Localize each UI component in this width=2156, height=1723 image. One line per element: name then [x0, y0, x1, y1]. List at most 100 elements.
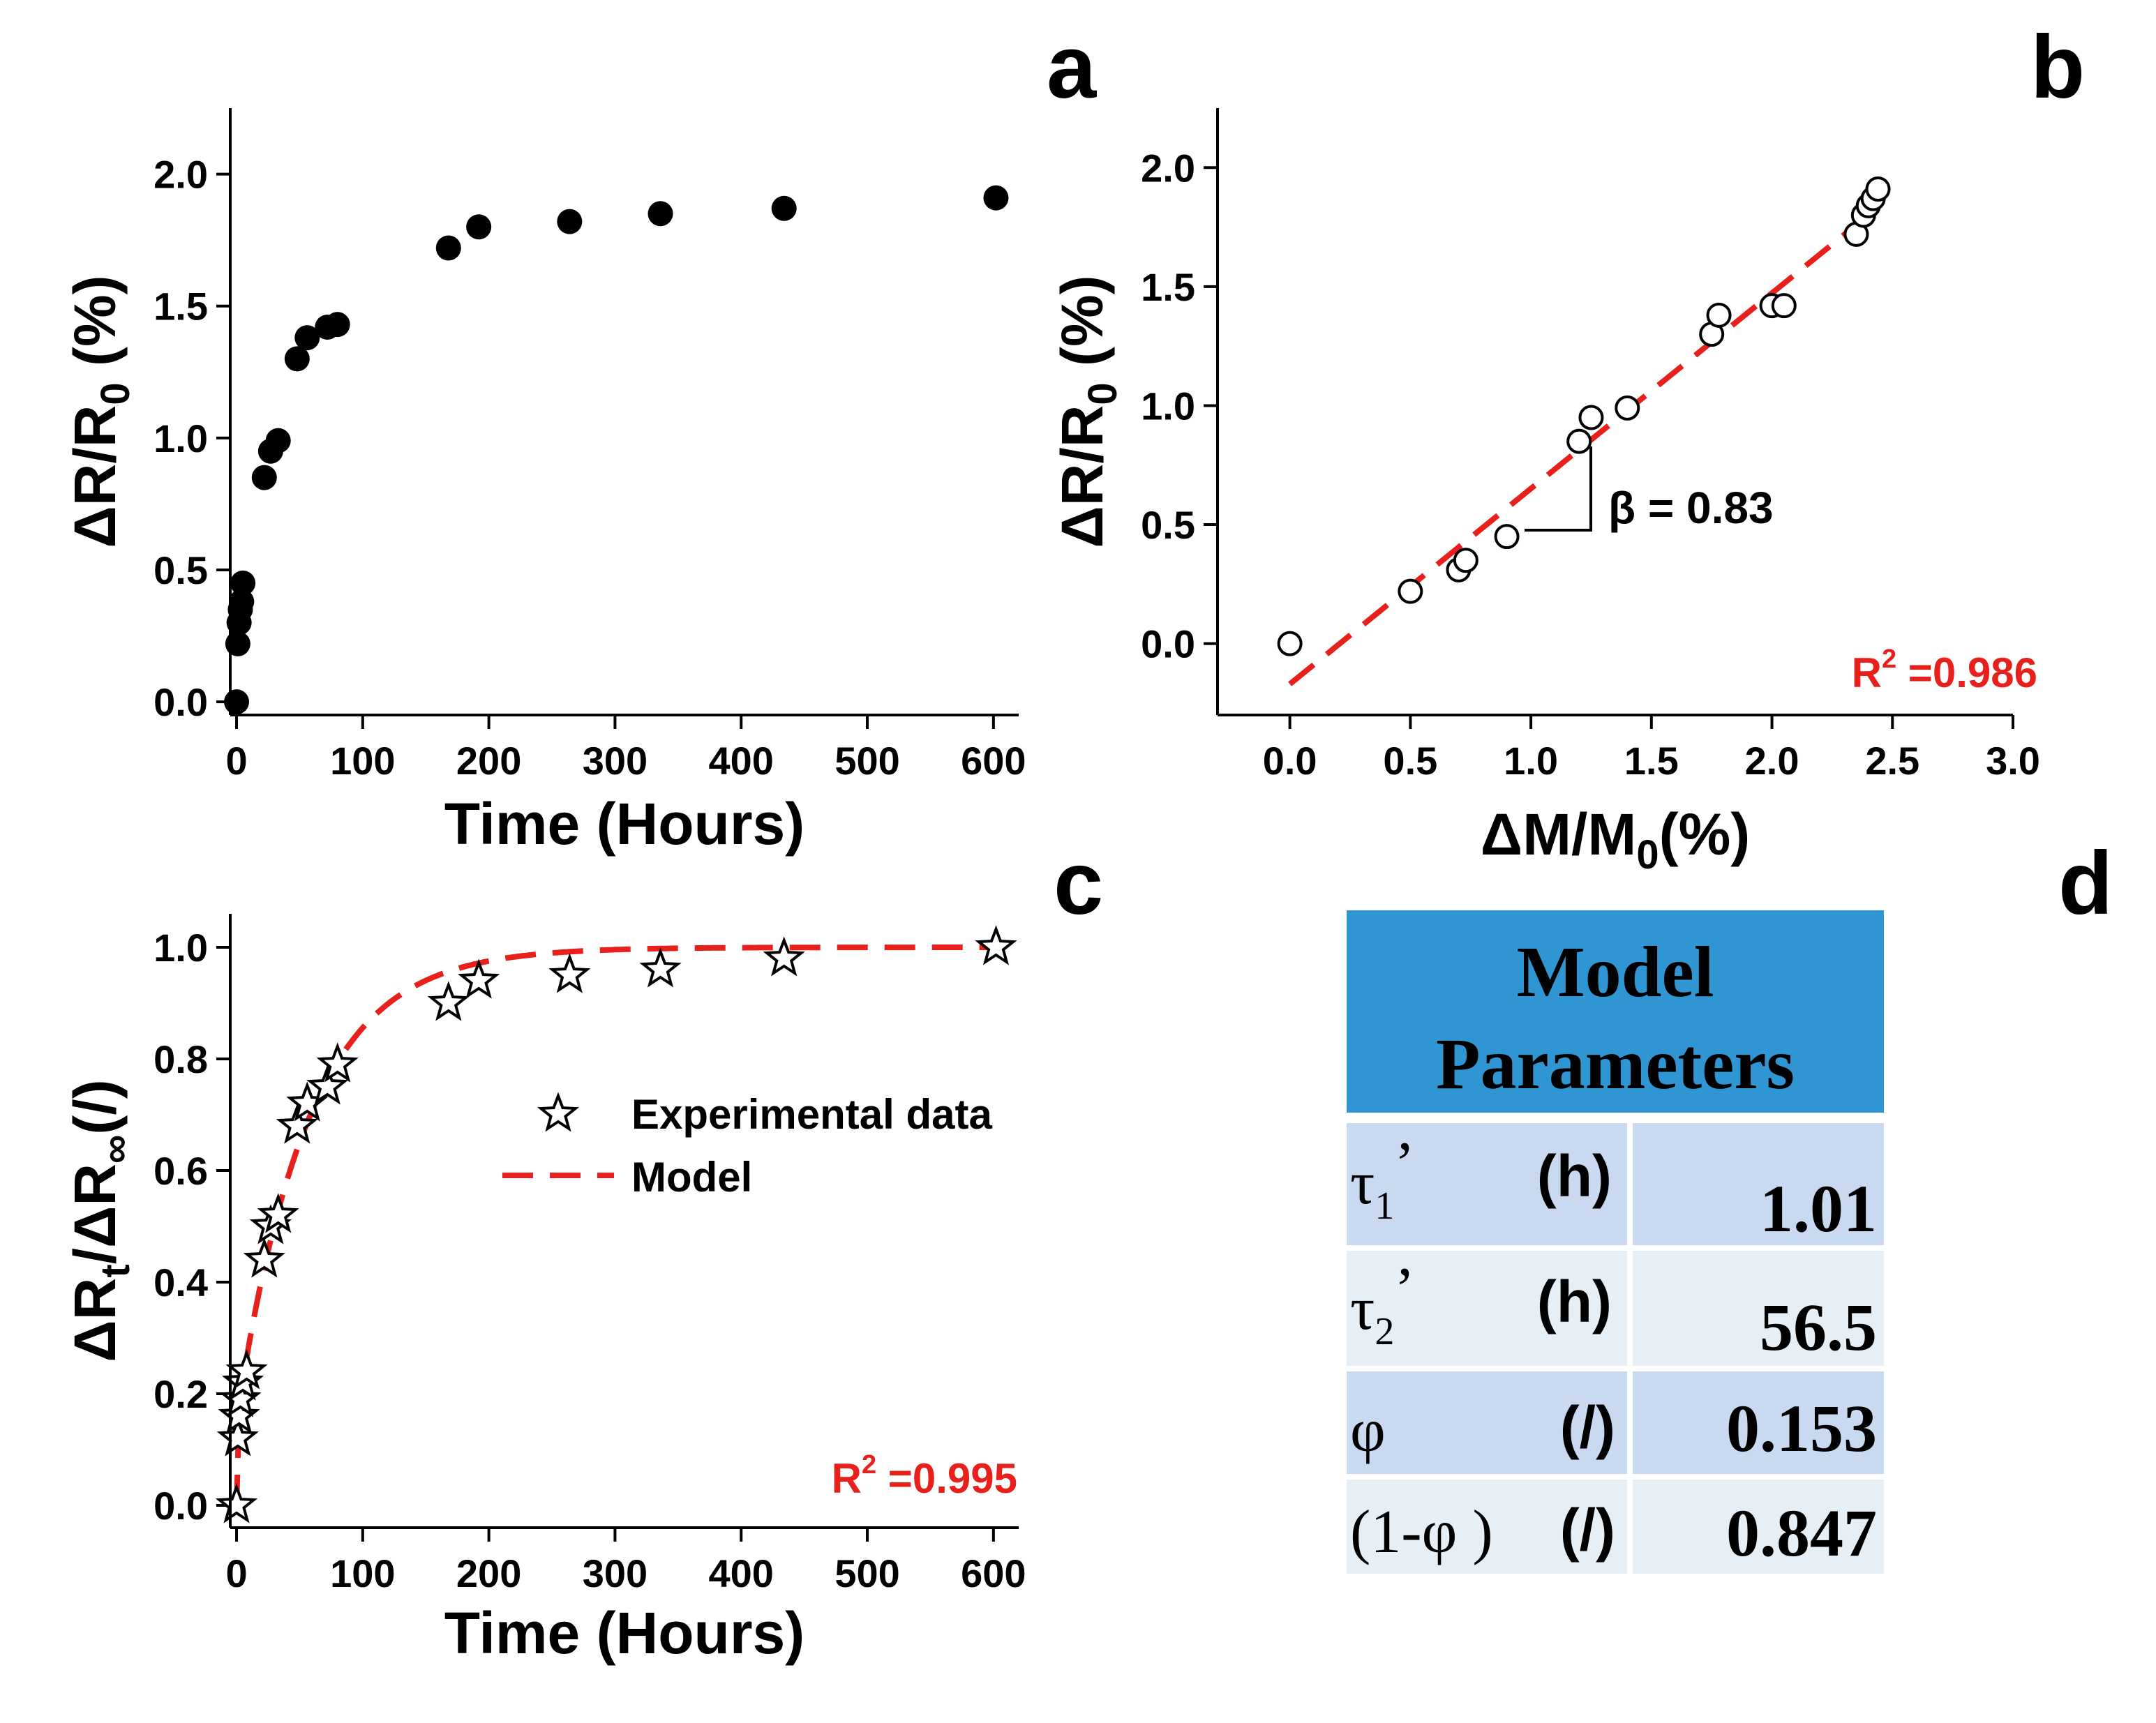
panel-b-y-tick-label: 2.0 — [1141, 146, 1195, 190]
beta-bracket — [1525, 446, 1592, 532]
panel-c-y-tick-label: 0.6 — [154, 1149, 208, 1193]
panel-b-x-tick-label: 2.0 — [1745, 739, 1799, 783]
panel-b-y-tick-label: 0.5 — [1141, 503, 1195, 547]
data-point — [215, 1483, 258, 1523]
data-point — [427, 981, 470, 1021]
data-point — [276, 1104, 318, 1144]
panel-c-r2: R2 =0.995 — [832, 1450, 1017, 1502]
panel-b-x-tick-label: 2.5 — [1865, 739, 1919, 783]
data-point — [557, 209, 583, 234]
panel-a-y-tick-label: 0.5 — [154, 548, 208, 592]
panel-c-x-tick-label: 400 — [709, 1551, 774, 1595]
data-point — [1566, 428, 1592, 454]
data-point — [257, 1193, 299, 1233]
panel-a-y-tick-label: 1.0 — [154, 416, 208, 460]
panel-b-y-title: ΔR/R0 (%) — [1049, 275, 1125, 548]
panel-c-x-tick-label: 100 — [330, 1551, 395, 1595]
panel-a: a 0 100 200 300 400 500 600 0.0 0.5 1.0 1.5 2.0 Tim… — [62, 17, 1097, 857]
table-row-4-left-bg — [1347, 1480, 1627, 1574]
panel-a-x-title: Time (Hours) — [444, 791, 805, 857]
data-point — [1398, 578, 1423, 604]
panel-a-x-tick-label: 200 — [456, 739, 521, 783]
panel-d: d Model Parameters τ1’ (h) 1.01 τ2’ (h) … — [1347, 834, 2113, 1574]
data-point — [316, 1042, 359, 1083]
panel-c-ticks: 0 100 200 300 400 500 600 0.0 0.2 0.4 0.6 0.8 1.0 — [154, 926, 1026, 1595]
legend-label-experimental: Experimental data — [631, 1091, 992, 1138]
panel-a-y-tick-label: 1.5 — [154, 285, 208, 329]
panel-a-y-title: ΔR/R0 (%) — [62, 275, 138, 548]
panel-a-y-tick-label: 2.0 — [154, 153, 208, 197]
row-2-unit: (h) — [1537, 1269, 1612, 1334]
panel-c-x-tick-label: 600 — [961, 1551, 1026, 1595]
panel-letter-a: a — [1047, 17, 1097, 117]
panel-a-x-tick-label: 600 — [961, 739, 1026, 783]
table-row: τ2’ (h) 56.5 — [1347, 1251, 1884, 1366]
row-1-value: 1.01 — [1760, 1171, 1877, 1246]
data-point — [1615, 395, 1640, 421]
panel-b-ticks: 0.0 0.5 1.0 1.5 2.0 2.5 3.0 0.0 0.5 1.0 1.5 2.0 — [1141, 146, 2040, 783]
table-row-1-right-bg — [1633, 1123, 1884, 1245]
panel-a-x-tick-label: 400 — [709, 739, 774, 783]
panel-c-y-tick-label: 0.2 — [154, 1372, 208, 1416]
data-point — [230, 570, 256, 596]
data-point — [1578, 405, 1604, 430]
panel-c-x-title: Time (Hours) — [444, 1600, 805, 1666]
panel-b-x-tick-label: 3.0 — [1986, 739, 2040, 783]
panel-a-x-tick-label: 0 — [225, 739, 247, 783]
panel-c-x-tick-label: 0 — [225, 1551, 247, 1595]
data-point — [1771, 293, 1797, 319]
data-point — [251, 465, 277, 490]
panel-c-y-tick-label: 0.0 — [154, 1484, 208, 1528]
panel-b-x-tick-label: 1.5 — [1624, 739, 1679, 783]
panel-c: c 0 100 200 300 400 500 6000.00.20.40.60.81.0 … — [62, 834, 1103, 1666]
panel-c-x-tick-label: 300 — [583, 1551, 647, 1595]
data-point — [771, 195, 797, 221]
row-4-symbol: (1-φ ) — [1350, 1498, 1493, 1566]
table-row: (1-φ ) (/) 0.847 — [1347, 1480, 1884, 1574]
data-point — [763, 936, 805, 977]
panel-b-fit-line — [1288, 223, 1858, 686]
panel-b-markers — [1277, 176, 1891, 656]
data-point — [983, 185, 1009, 211]
panel-letter-d: d — [2058, 834, 2113, 933]
model-curve — [234, 945, 996, 1506]
panel-c-markers — [215, 925, 1017, 1523]
panel-c-model-curve — [234, 945, 996, 1506]
data-point — [548, 953, 591, 993]
table-row-3-left-bg — [1347, 1371, 1627, 1474]
row-3-value: 0.153 — [1726, 1391, 1877, 1466]
table-row-1-left-bg — [1347, 1123, 1627, 1245]
row-3-symbol: φ — [1350, 1397, 1386, 1465]
panel-a-y-tick-label: 0.0 — [154, 680, 208, 724]
row-3-unit: (/) — [1560, 1394, 1615, 1460]
row-4-unit: (/) — [1560, 1497, 1615, 1563]
data-point — [243, 1237, 285, 1278]
panel-b-y-tick-label: 1.5 — [1141, 265, 1195, 309]
table-row: φ (/) 0.153 — [1347, 1371, 1884, 1474]
panel-b-y-tick-label: 0.0 — [1141, 622, 1195, 666]
panel-b-y-tick-label: 1.0 — [1141, 384, 1195, 428]
panel-a-markers — [224, 185, 1009, 715]
panel-b-x-tick-label: 0.0 — [1263, 739, 1317, 783]
table-header-line1: Model — [1516, 932, 1714, 1012]
data-point — [306, 1064, 349, 1105]
panel-c-x-tick-label: 200 — [456, 1551, 521, 1595]
panel-c-y-tick-label: 0.8 — [154, 1037, 208, 1081]
data-point — [435, 235, 461, 261]
data-point — [265, 428, 291, 453]
data-point — [458, 958, 500, 999]
data-point — [324, 312, 350, 338]
table-header-bg — [1347, 910, 1884, 1113]
data-point — [647, 201, 673, 227]
table-row-2-right-bg — [1633, 1251, 1884, 1366]
panel-b-x-tick-label: 0.5 — [1383, 739, 1437, 783]
row-1-symbol: τ1’ — [1350, 1130, 1415, 1228]
data-point — [284, 346, 310, 372]
data-point — [975, 925, 1017, 965]
data-point — [229, 589, 255, 615]
panel-letter-c: c — [1054, 834, 1103, 933]
row-4-value: 0.847 — [1726, 1496, 1877, 1570]
panel-a-ticks: 0 100 200 300 400 500 600 0.0 0.5 1.0 1.5 2.0 — [154, 153, 1026, 783]
panel-c-y-tick-label: 0.4 — [154, 1261, 208, 1304]
